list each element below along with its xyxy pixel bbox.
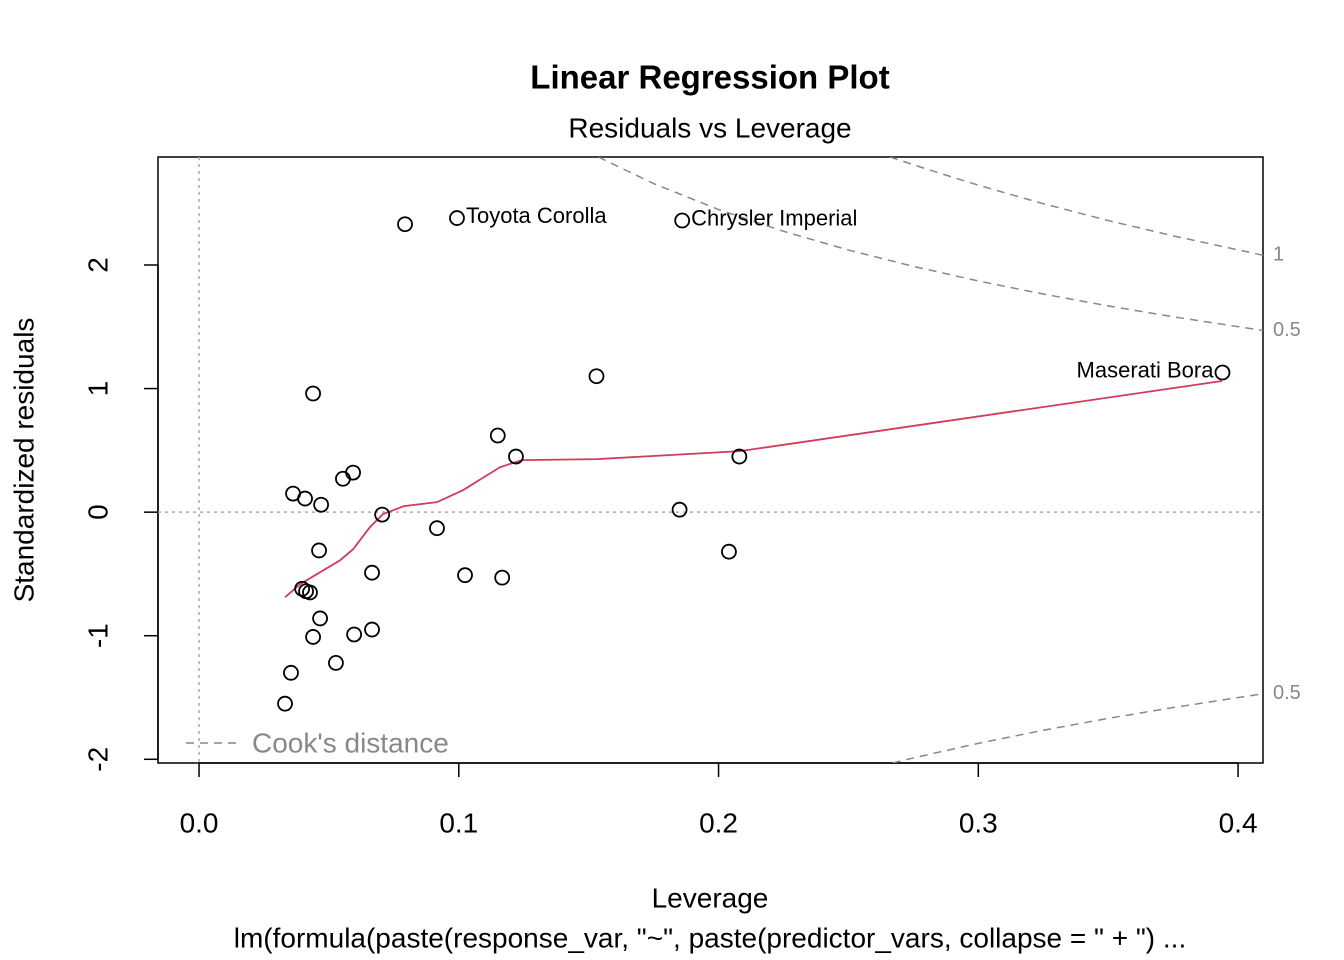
point — [346, 626, 363, 643]
contour-label: 1 — [1273, 244, 1284, 266]
cooks-contour — [889, 157, 1263, 256]
point — [494, 569, 511, 586]
cooks-contour — [597, 157, 1263, 332]
point — [429, 520, 445, 537]
point — [397, 216, 413, 233]
point — [311, 542, 327, 559]
point — [489, 427, 506, 444]
point — [283, 664, 299, 681]
y-tick-label: -1 — [82, 623, 113, 648]
point-label: Toyota Corolla — [466, 203, 607, 228]
point — [721, 543, 737, 560]
point — [345, 464, 361, 481]
point — [305, 385, 321, 402]
y-tick-label: -2 — [82, 747, 113, 772]
y-tick-label: 2 — [82, 257, 113, 273]
legend-label: Cook's distance — [252, 727, 449, 758]
point — [302, 584, 318, 601]
point — [297, 490, 313, 507]
point — [328, 655, 344, 671]
x-tick-label: 0.1 — [439, 807, 478, 838]
x-tick-label: 0.3 — [959, 807, 998, 838]
caption: lm(formula(paste(response_var, "~", past… — [234, 922, 1187, 953]
y-tick-label: 0 — [82, 504, 113, 520]
point-label: Chrysler Imperial — [691, 205, 857, 230]
point — [335, 470, 351, 487]
chart-subtitle: Residuals vs Leverage — [568, 112, 851, 143]
point — [1214, 364, 1231, 381]
x-tick-label: 0.2 — [699, 807, 738, 838]
point — [364, 621, 380, 638]
chart-title: Linear Regression Plot — [530, 59, 889, 96]
contour-label: 0.5 — [1273, 682, 1301, 704]
point — [588, 368, 605, 385]
point — [449, 210, 465, 226]
point — [674, 212, 691, 229]
x-tick-label: 0.0 — [180, 807, 219, 838]
plot-frame — [157, 156, 1264, 764]
point — [364, 564, 380, 581]
x-axis-label: Leverage — [652, 882, 769, 913]
point-label: Maserati Bora — [1077, 357, 1215, 382]
point — [312, 610, 328, 627]
smooth-line — [284, 380, 1223, 598]
point — [457, 567, 473, 584]
point — [671, 501, 688, 518]
point — [305, 629, 321, 645]
point — [508, 448, 524, 465]
cooks-contour — [892, 693, 1263, 763]
contour-label: 0.5 — [1273, 319, 1301, 341]
point — [731, 448, 748, 465]
point — [277, 695, 293, 712]
y-tick-label: 1 — [82, 381, 113, 397]
x-tick-label: 0.4 — [1219, 807, 1258, 838]
point — [294, 580, 311, 597]
point — [374, 506, 391, 523]
y-axis-label: Standardized residuals — [8, 318, 39, 603]
point — [313, 496, 330, 513]
